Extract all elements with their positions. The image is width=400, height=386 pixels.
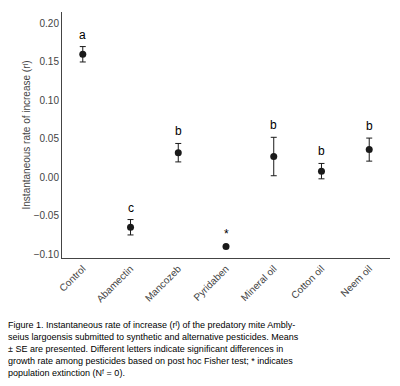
svg-text:Instantaneous rate of increase: Instantaneous rate of increase (rᴵ) (21, 61, 32, 210)
svg-text:Control: Control (57, 263, 88, 294)
svg-text:*: * (224, 227, 229, 241)
svg-text:± SE are presented. Different: ± SE are presented. Different letters in… (8, 344, 283, 354)
svg-text:b: b (270, 118, 277, 132)
svg-text:b: b (366, 119, 373, 133)
svg-text:0.20: 0.20 (40, 18, 60, 29)
svg-text:population extinction (Nᶠ = 0): population extinction (Nᶠ = 0). (8, 368, 125, 378)
svg-text:Abamectin: Abamectin (94, 263, 135, 304)
svg-text:0.05: 0.05 (40, 133, 60, 144)
svg-text:seius largoensis submitted to: seius largoensis submitted to synthetic … (8, 332, 299, 342)
svg-text:−0.10: −0.10 (34, 249, 60, 260)
svg-text:Mancozeb: Mancozeb (143, 263, 184, 304)
svg-text:−0.05: −0.05 (34, 210, 60, 221)
svg-text:growth rate among pesticides b: growth rate among pesticides based on po… (8, 356, 293, 366)
svg-text:Pyridaben: Pyridaben (191, 263, 231, 303)
svg-text:a: a (79, 28, 86, 42)
svg-text:Neem oil: Neem oil (338, 263, 374, 299)
svg-text:Cotton oil: Cotton oil (289, 263, 327, 301)
svg-text:b: b (175, 124, 182, 138)
svg-text:b: b (318, 144, 325, 158)
svg-text:0.15: 0.15 (40, 56, 60, 67)
svg-text:0.10: 0.10 (40, 95, 60, 106)
svg-text:Figure 1. Instantaneous rate o: Figure 1. Instantaneous rate of increase… (8, 320, 295, 330)
svg-text:c: c (128, 201, 134, 215)
svg-text:0.00: 0.00 (40, 172, 60, 183)
svg-text:Mineral oil: Mineral oil (239, 263, 279, 303)
